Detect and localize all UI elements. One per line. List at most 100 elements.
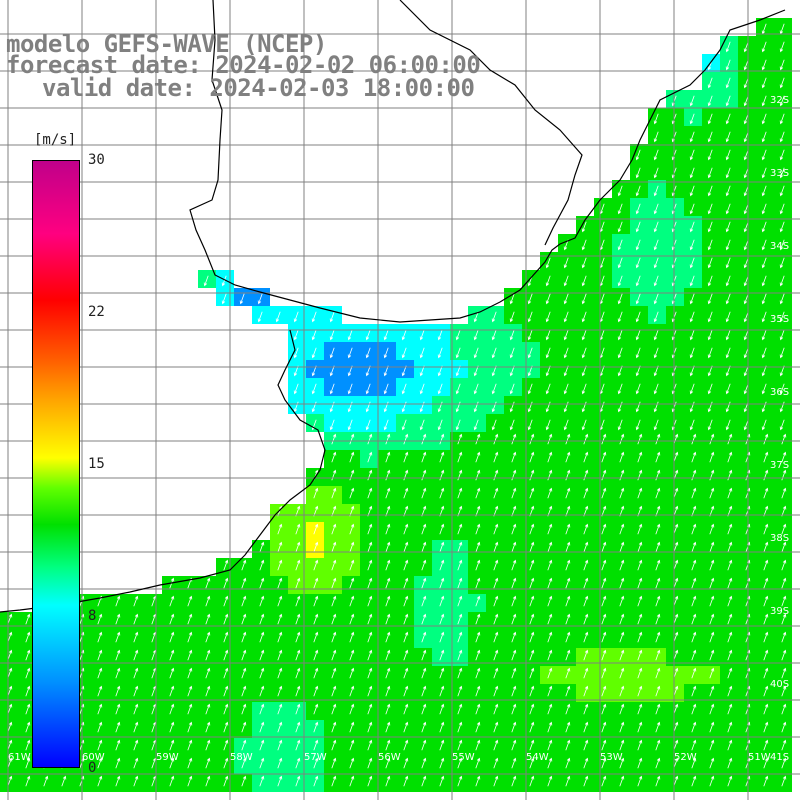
wind-arrow [25, 703, 31, 715]
wind-arrow [727, 487, 733, 499]
wind-arrow [205, 757, 211, 769]
wind-arrow [637, 469, 643, 481]
wind-arrow [349, 721, 355, 733]
wind-arrow [493, 649, 499, 661]
wind-arrow [583, 685, 589, 697]
wind-arrow [689, 311, 695, 323]
wind-arrow [349, 631, 355, 643]
wind-arrow [581, 293, 587, 305]
wind-arrow [475, 523, 481, 535]
wind-arrow [493, 451, 499, 463]
wind-arrow [511, 649, 517, 661]
wind-arrow [761, 239, 767, 251]
wind-arrow [781, 577, 787, 589]
wind-arrow [527, 329, 533, 341]
wind-arrow [583, 523, 589, 535]
wind-arrow [565, 703, 571, 715]
wind-arrow [277, 739, 283, 751]
wind-arrow [511, 433, 517, 445]
wind-arrow [419, 401, 425, 413]
wind-arrow [133, 757, 139, 769]
wind-arrow [349, 613, 355, 625]
wind-arrow [457, 433, 463, 445]
wind-arrow [691, 577, 697, 589]
wind-arrow [727, 721, 733, 733]
wind-arrow [619, 541, 625, 553]
wind-arrow [349, 487, 355, 499]
wind-arrow [725, 311, 731, 323]
wind-arrow [511, 559, 517, 571]
wind-arrow [259, 739, 265, 751]
wind-arrow [565, 739, 571, 751]
wind-arrow [437, 419, 443, 431]
wind-arrow [545, 401, 551, 413]
wind-arrow [331, 559, 337, 571]
wind-arrow [349, 595, 355, 607]
wind-arrow [635, 347, 641, 359]
wind-arrow [295, 595, 301, 607]
wind-arrow [509, 311, 515, 323]
wind-arrow [583, 487, 589, 499]
lon-label: 61W [8, 752, 31, 763]
wind-arrow [761, 95, 767, 107]
wind-arrow [313, 523, 319, 535]
wind-arrow [655, 703, 661, 715]
wind-arrow [97, 721, 103, 733]
wind-arrow [727, 595, 733, 607]
wind-arrow [547, 775, 553, 787]
wind-arrow [529, 577, 535, 589]
wind-arrow [475, 739, 481, 751]
wind-arrow [439, 487, 445, 499]
wind-arrow [529, 469, 535, 481]
wind-arrow [313, 595, 319, 607]
wind-arrow [367, 433, 373, 445]
wind-arrow [601, 523, 607, 535]
wind-arrow [115, 613, 121, 625]
wind-arrow [367, 775, 373, 787]
wind-arrow [311, 329, 317, 341]
wind-arrow [133, 685, 139, 697]
lat-label: 37S [770, 460, 790, 471]
wind-arrow [277, 757, 283, 769]
wind-arrow [475, 577, 481, 589]
wind-arrow [473, 383, 479, 395]
wind-arrow [635, 185, 641, 197]
wind-arrow [223, 703, 229, 715]
wind-arrow [457, 685, 463, 697]
wind-arrow [439, 757, 445, 769]
wind-arrow [691, 667, 697, 679]
wind-arrow [331, 703, 337, 715]
wind-arrow [653, 113, 659, 125]
wind-arrow [653, 167, 659, 179]
wind-arrow [583, 775, 589, 787]
wind-arrow [385, 685, 391, 697]
wind-arrow [241, 559, 247, 571]
wind-arrow [493, 433, 499, 445]
wind-arrow [313, 613, 319, 625]
wind-arrow [475, 775, 481, 787]
wind-arrow [421, 433, 427, 445]
wind-arrow [761, 167, 767, 179]
wind-arrow [581, 221, 587, 233]
wind-arrow [493, 775, 499, 787]
wind-arrow [691, 595, 697, 607]
wind-arrow [313, 685, 319, 697]
wind-arrow [763, 541, 769, 553]
wind-arrow [437, 383, 443, 395]
wind-arrow [491, 311, 497, 323]
wind-arrow [383, 329, 389, 341]
wind-arrow [761, 203, 767, 215]
wind-arrow [421, 775, 427, 787]
wind-arrow [277, 559, 283, 571]
wind-arrow [545, 275, 551, 287]
wind-arrow [527, 419, 533, 431]
wind-arrow [563, 383, 569, 395]
wind-arrow [689, 401, 695, 413]
wind-arrow [187, 685, 193, 697]
wind-arrow [637, 649, 643, 661]
wind-arrow [511, 739, 517, 751]
wind-arrow [367, 523, 373, 535]
wind-arrow [311, 311, 317, 323]
wind-arrow [367, 613, 373, 625]
wind-arrow [619, 631, 625, 643]
